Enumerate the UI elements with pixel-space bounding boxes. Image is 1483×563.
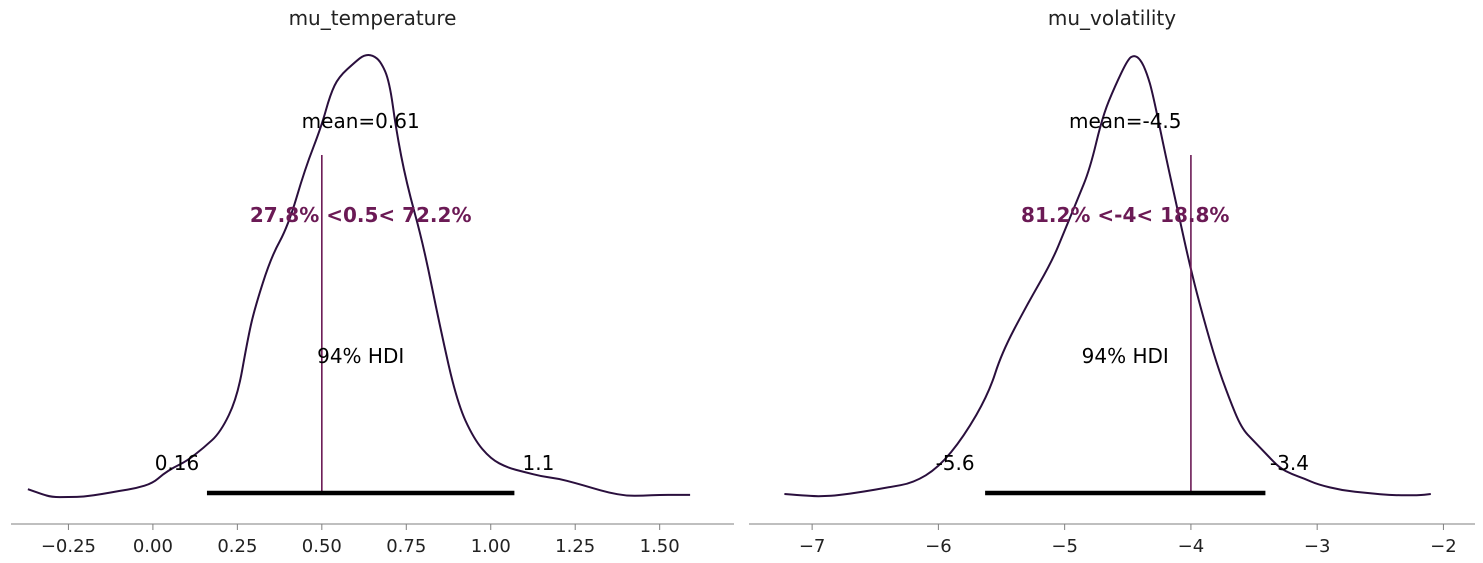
- x-tick-label: −2: [1430, 536, 1457, 557]
- panel-title: mu_temperature: [289, 6, 457, 30]
- panel-mu-volatility: mu_volatility mean=-4.5 81.2% <-4< 18.8%…: [749, 6, 1475, 557]
- hdi-high-label: -3.4: [1270, 451, 1309, 475]
- hdi-high-label: 1.1: [522, 451, 554, 475]
- x-tick-label: −6: [925, 536, 952, 557]
- kde-curve: [784, 55, 1431, 498]
- x-tick-label: −5: [1051, 536, 1078, 557]
- hdi-prob-label: 94% HDI: [1082, 344, 1169, 368]
- hdi-low-label: 0.16: [155, 451, 200, 475]
- x-tick-label: 0.25: [217, 536, 257, 557]
- x-ticks: −7 −6 −5 −4 −3 −2: [799, 524, 1457, 557]
- mean-label: mean=-4.5: [1069, 109, 1182, 133]
- x-tick-label: 1.25: [555, 536, 595, 557]
- reference-label: 81.2% <-4< 18.8%: [1021, 203, 1229, 227]
- hdi-low-label: -5.6: [936, 451, 975, 475]
- panel-mu-temperature: mu_temperature mean=0.61 27.8% <0.5< 72.…: [11, 6, 734, 557]
- hdi-prob-label: 94% HDI: [317, 344, 404, 368]
- x-tick-label: −0.25: [41, 536, 96, 557]
- x-tick-label: 1.00: [471, 536, 511, 557]
- x-tick-label: −4: [1178, 536, 1205, 557]
- x-ticks: −0.25 0.00 0.25 0.50 0.75 1.00 1.25 1.50: [41, 524, 680, 557]
- kde-curve: [27, 53, 691, 499]
- x-tick-label: 0.50: [302, 536, 342, 557]
- x-tick-label: −7: [799, 536, 826, 557]
- x-tick-label: 0.75: [386, 536, 426, 557]
- x-tick-label: −3: [1304, 536, 1331, 557]
- panel-title: mu_volatility: [1048, 6, 1176, 30]
- reference-label: 27.8% <0.5< 72.2%: [250, 203, 472, 227]
- mean-label: mean=0.61: [302, 109, 420, 133]
- x-tick-label: 1.50: [640, 536, 680, 557]
- x-tick-label: 0.00: [133, 536, 173, 557]
